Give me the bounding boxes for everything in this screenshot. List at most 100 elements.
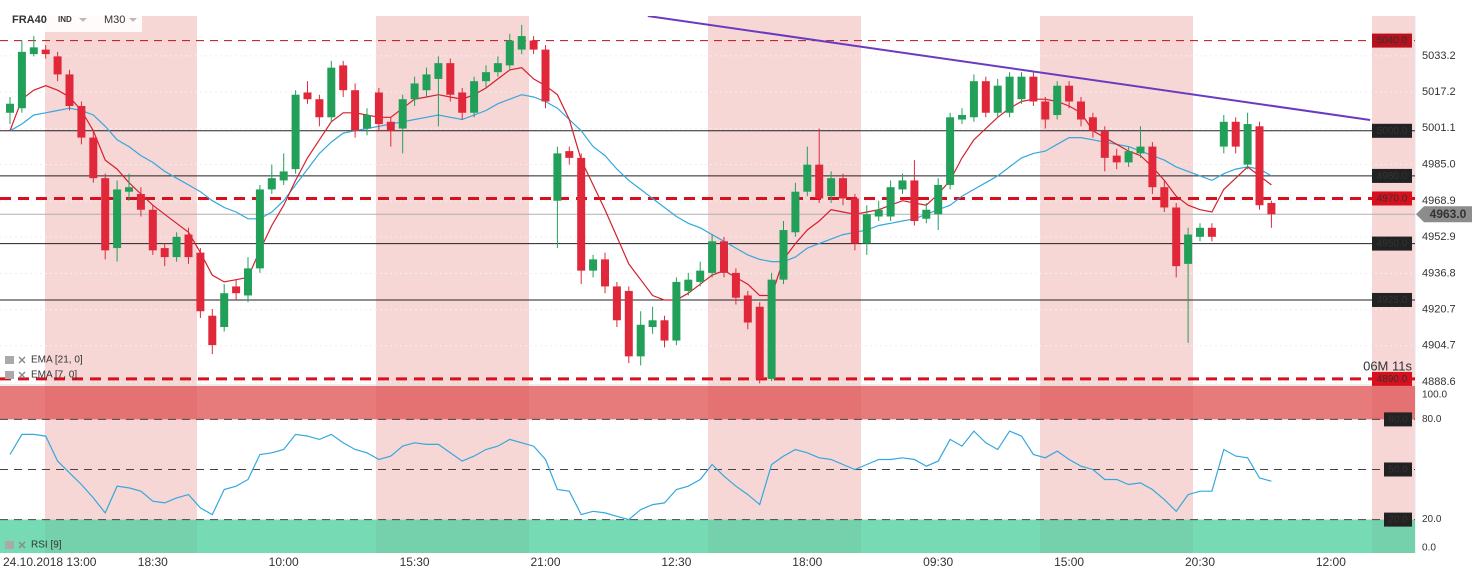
rsi-level-label: 20.0	[1388, 515, 1408, 526]
candle-body	[1160, 187, 1169, 208]
rsi-zone	[0, 386, 1415, 420]
candle-body	[934, 184, 943, 215]
y-tick-label: 4952.9	[1422, 231, 1456, 243]
ema-line	[9, 94, 1272, 263]
candle-body	[1136, 146, 1145, 154]
candle-body	[624, 290, 633, 357]
candle-body	[17, 51, 26, 109]
candle-body	[255, 189, 264, 269]
rsi-legend-label: RSI [9]	[31, 540, 62, 551]
candle-body	[969, 81, 978, 118]
symbol[interactable]: FRA40	[12, 14, 47, 26]
level-label: 4970.0	[1377, 194, 1408, 205]
legend-label: EMA [7, 0]	[31, 370, 77, 381]
level-label: 5000.0	[1377, 126, 1408, 137]
candle-body	[981, 81, 990, 113]
candle-body	[815, 164, 824, 199]
candle-body	[458, 92, 467, 113]
candle-body	[386, 121, 395, 131]
candle-body	[208, 315, 217, 346]
candle-body	[1112, 155, 1121, 163]
level-label-box	[1372, 168, 1412, 183]
candle-body	[434, 63, 443, 79]
candle-body	[827, 178, 836, 197]
rsi-zone	[0, 519, 1415, 553]
y-tick-label: 5017.2	[1422, 86, 1456, 98]
candle-body	[1077, 101, 1085, 120]
candle-body	[946, 117, 955, 185]
candle-body	[267, 178, 276, 190]
candle-body	[839, 178, 847, 199]
candle-body	[577, 157, 586, 271]
candle-body	[529, 40, 538, 50]
candle-body	[696, 270, 705, 282]
candle-body	[541, 49, 550, 102]
dropdown-arrow[interactable]	[79, 18, 87, 22]
current-price-box	[1416, 206, 1472, 223]
candle-body	[53, 56, 62, 75]
candle-body	[351, 90, 360, 131]
x-tick-label: 12:00	[1316, 555, 1346, 569]
candle-body	[196, 252, 205, 312]
candle-body	[482, 72, 490, 82]
candle-body	[303, 92, 312, 100]
candle-body	[470, 81, 479, 113]
candle-body	[743, 295, 752, 323]
candle-body	[410, 83, 419, 100]
level-label: 4980.0	[1377, 171, 1408, 182]
candle-body	[1017, 76, 1026, 100]
y-tick-label: 4888.6	[1422, 376, 1456, 388]
legend-close	[18, 371, 26, 379]
rsi-tick-label: 0.0	[1422, 543, 1436, 554]
interval[interactable]: M30	[104, 14, 125, 26]
rsi-level-label: 80.0	[1388, 415, 1408, 426]
dropdown-arrow[interactable]	[129, 18, 137, 22]
trendline	[647, 16, 1371, 121]
candle-body	[363, 115, 371, 129]
candle-body	[779, 230, 788, 280]
legend-close	[18, 356, 26, 364]
candle-body	[648, 320, 657, 328]
candle-timer: 06M 11s	[1363, 358, 1412, 373]
x-tick-label: 15:00	[1054, 555, 1084, 569]
session-band	[708, 16, 861, 553]
level-label-box	[1372, 371, 1412, 386]
current-price-label: 4963.0	[1430, 207, 1467, 221]
level-label: 5040.0	[1377, 36, 1408, 47]
y-tick-label: 4985.0	[1422, 159, 1456, 171]
candle-body	[1207, 227, 1216, 237]
candle-body	[1231, 121, 1240, 147]
candle-body	[1196, 227, 1204, 237]
candle-body	[327, 67, 336, 118]
candle-body	[708, 241, 717, 273]
level-label: 4950.0	[1377, 239, 1408, 250]
legend-label: EMA [21, 0]	[31, 355, 83, 366]
legend-icon	[5, 356, 14, 364]
candle-body	[803, 164, 812, 192]
candle-body	[1005, 76, 1014, 113]
candle-body	[374, 92, 383, 125]
rsi-level-box	[1384, 512, 1412, 527]
candle-body	[731, 272, 740, 298]
x-tick-label: 18:30	[138, 555, 168, 569]
candle-body	[636, 324, 645, 357]
x-tick-label: 20:30	[1185, 555, 1215, 569]
y-tick-label: 4968.9	[1422, 195, 1456, 207]
market: IND	[58, 15, 72, 24]
session-band	[1040, 16, 1193, 553]
level-label-box	[1372, 123, 1412, 138]
candle-body	[232, 286, 241, 294]
candle-body	[1267, 202, 1276, 215]
session-band	[376, 16, 529, 553]
candle-body	[101, 178, 110, 251]
rsi-line	[9, 430, 1272, 521]
candle-body	[874, 209, 883, 217]
candle-body	[77, 105, 86, 138]
candle-body	[1148, 146, 1157, 188]
candle-body	[65, 74, 74, 106]
session-shading	[45, 16, 1415, 553]
candle-body	[244, 268, 252, 296]
candle-body	[339, 65, 348, 91]
